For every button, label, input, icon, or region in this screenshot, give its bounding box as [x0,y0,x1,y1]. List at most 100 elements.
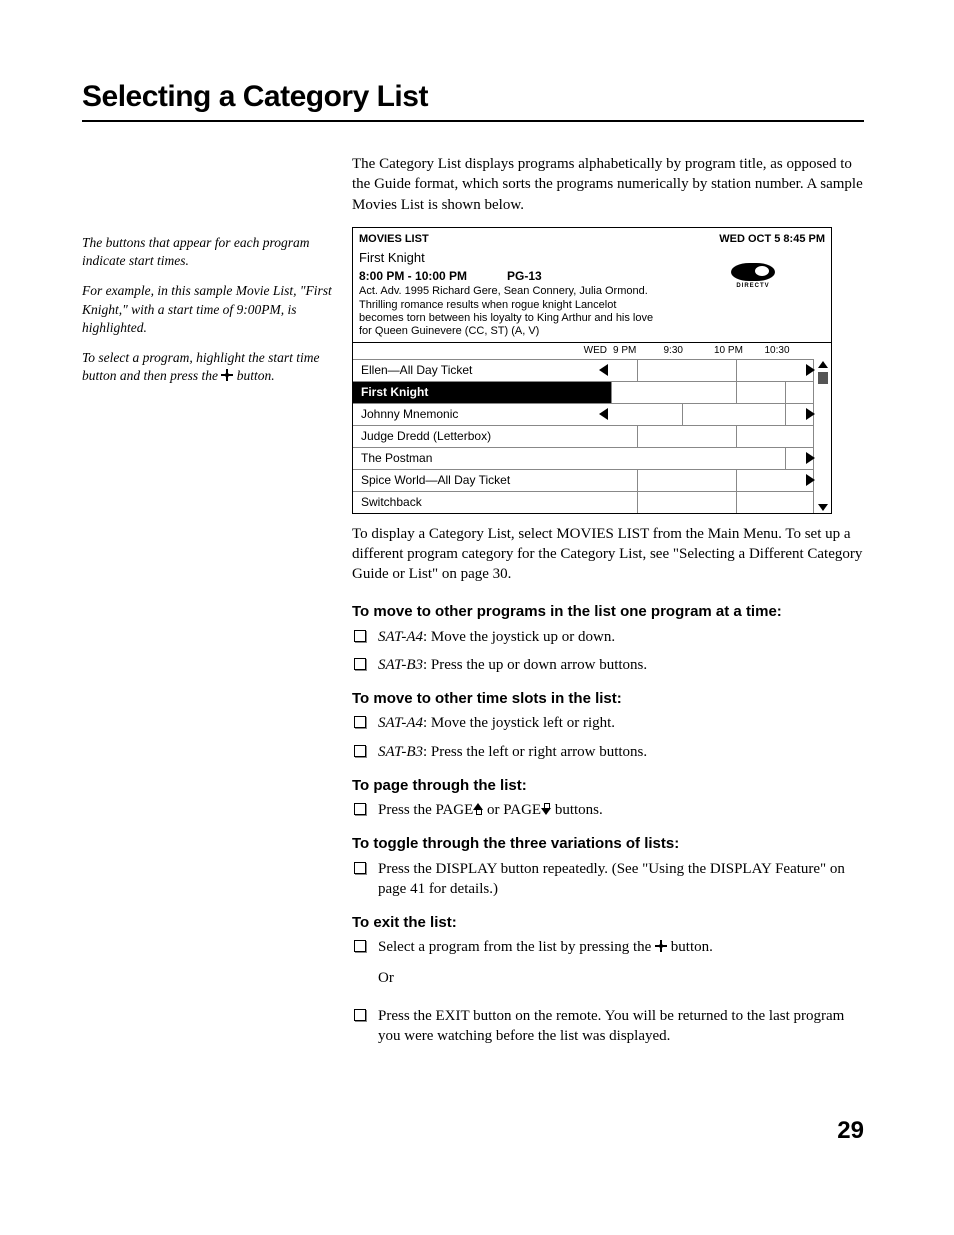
grid-row[interactable]: Judge Dredd (Letterbox) [353,425,813,447]
instruction-text: Press the EXIT button on the remote. You… [378,1006,864,1047]
checkbox-icon [354,658,366,670]
instruction-item: SAT-B3: Press the up or down arrow butto… [352,655,864,675]
right-arrow-icon [806,452,815,464]
left-arrow-icon [599,408,608,420]
time-slots [611,360,813,381]
start-time-marker[interactable] [637,470,638,491]
select-plus-icon [221,369,233,381]
scrollbar[interactable] [813,359,831,513]
section-heading: To toggle through the three variations o… [352,834,864,854]
program-grid: WED 9 PM 9:30 10 PM 10:30 Ellen—All Day … [353,342,831,513]
time-slots [611,470,813,491]
start-time-marker[interactable] [736,382,737,403]
instruction-body: : Press the left or right arrow buttons. [423,744,647,760]
or-text: Or [378,968,864,988]
start-time-marker[interactable] [736,426,737,447]
start-time-marker[interactable] [736,360,737,381]
time-slots [611,448,813,469]
grid-row[interactable]: Ellen—All Day Ticket [353,359,813,381]
instruction-item: Select a program from the list by pressi… [352,937,864,998]
grid-row[interactable]: First Knight [353,381,813,403]
time-header-day: WED [353,344,611,358]
page-up-icon [473,803,483,815]
instruction-text: Press the DISPLAY button repeatedly. (Se… [378,859,864,900]
right-arrow-icon [806,364,815,376]
start-time-marker[interactable] [736,492,737,513]
instruction-item: Press the EXIT button on the remote. You… [352,1006,864,1047]
section-heading: To exit the list: [352,913,864,933]
movie-time: 8:00 PM - 10:00 PM [359,269,467,283]
grid-row[interactable]: Switchback [353,491,813,513]
time-header-row: WED 9 PM 9:30 10 PM 10:30 [353,343,831,359]
instruction-body: : Move the joystick up or down. [423,629,615,645]
grid-row[interactable]: The Postman [353,447,813,469]
directv-logo-icon: DIRECTV [725,263,781,291]
sidebar-p3-pre: To select a program, highlight the start… [82,350,320,383]
left-arrow-icon [599,364,608,376]
grid-row[interactable]: Spice World—All Day Ticket [353,469,813,491]
start-time-marker[interactable] [785,382,786,403]
instruction-item: Press the PAGE or PAGE buttons. [352,800,864,820]
start-time-marker[interactable] [785,404,786,425]
time-col-3: 10 PM [712,344,763,358]
checkbox-icon [354,1009,366,1021]
section-heading: To move to other programs in the list on… [352,602,864,622]
movies-list-header-right: WED OCT 5 8:45 PM [719,232,825,247]
time-slots [611,382,813,403]
checkbox-icon [354,862,366,874]
time-col-2: 9:30 [662,344,713,358]
time-slots [611,492,813,513]
grid-body: Ellen—All Day TicketFirst KnightJohnny M… [353,359,831,513]
sidebar-note: The buttons that appear for each program… [82,154,352,1054]
start-time-marker[interactable] [637,492,638,513]
start-time-marker[interactable] [637,360,638,381]
model-label: SAT-B3 [378,744,423,760]
movies-list-figure: MOVIES LIST WED OCT 5 8:45 PM First Knig… [352,227,832,514]
text: or PAGE [483,802,541,818]
section-heading: To move to other time slots in the list: [352,689,864,709]
select-plus-icon [655,940,667,952]
scroll-down-icon[interactable] [818,504,828,511]
instruction-text: SAT-B3: Press the up or down arrow butto… [378,655,864,675]
start-time-marker[interactable] [611,382,612,403]
page-down-icon [541,803,551,815]
movies-list-header-left: MOVIES LIST [359,232,429,247]
left-arrow-icon [599,386,608,398]
instruction-body: Press the DISPLAY button repeatedly. (Se… [378,861,845,897]
section-heading: To page through the list: [352,776,864,796]
program-name: Johnny Mnemonic [353,404,611,425]
movie-description: Act. Adv. 1995 Richard Gere, Sean Conner… [359,285,659,338]
checkbox-icon [354,630,366,642]
instruction-text: SAT-B3: Press the left or right arrow bu… [378,742,864,762]
instruction-text: SAT-A4: Move the joystick left or right. [378,713,864,733]
start-time-marker[interactable] [785,448,786,469]
checkbox-icon [354,803,366,815]
time-slots [611,426,813,447]
instruction-body: : Move the joystick left or right. [423,715,615,731]
program-name: Judge Dredd (Letterbox) [353,426,611,447]
program-name: The Postman [353,448,611,469]
checkbox-icon [354,716,366,728]
sidebar-p2: For example, in this sample Movie List, … [82,282,334,337]
program-name: First Knight [353,382,611,403]
start-time-marker[interactable] [682,404,683,425]
text: buttons. [551,802,603,818]
right-arrow-icon [806,474,815,486]
instruction-item: SAT-A4: Move the joystick left or right. [352,713,864,733]
sidebar-p1: The buttons that appear for each program… [82,234,334,270]
checkbox-icon [354,940,366,952]
start-time-marker[interactable] [736,470,737,491]
instruction-body: : Press the up or down arrow buttons. [423,657,647,673]
start-time-marker[interactable] [637,426,638,447]
scroll-up-icon[interactable] [818,361,828,368]
content-columns: The buttons that appear for each program… [82,154,864,1054]
right-arrow-icon [806,408,815,420]
program-name: Switchback [353,492,611,513]
program-name: Ellen—All Day Ticket [353,360,611,381]
time-col-4: 10:30 [763,344,814,358]
text: button. [667,939,713,955]
sidebar-p3: To select a program, highlight the start… [82,349,334,385]
grid-row[interactable]: Johnny Mnemonic [353,403,813,425]
scroll-thumb[interactable] [818,372,828,384]
main-column: The Category List displays programs alph… [352,154,864,1054]
